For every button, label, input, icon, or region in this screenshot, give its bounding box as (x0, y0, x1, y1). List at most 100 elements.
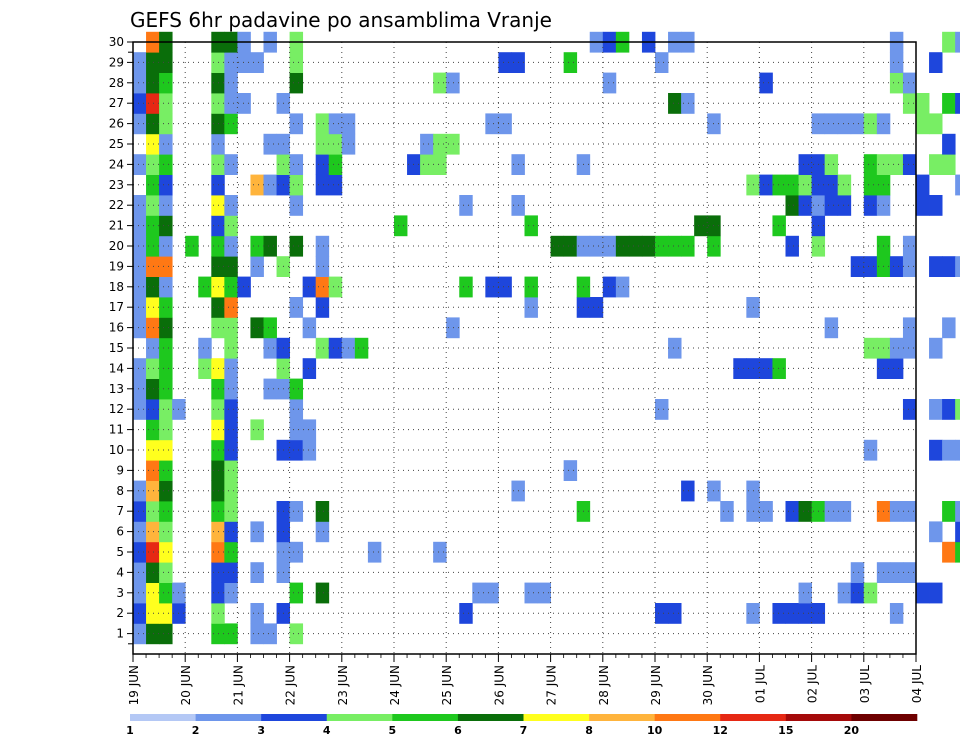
heatmap-cell (902, 317, 917, 339)
heatmap-cell (159, 623, 173, 645)
heatmap-cell (289, 378, 304, 400)
heatmap-cell (159, 358, 173, 379)
legend-label: 1 (126, 724, 134, 737)
heatmap-cell (133, 317, 147, 339)
heatmap-cell (263, 317, 277, 339)
heatmap-cell (589, 235, 604, 257)
heatmap-cell (250, 52, 264, 73)
heatmap-cell (785, 174, 799, 196)
heatmap-cell (159, 113, 173, 135)
heatmap-cell (655, 52, 669, 73)
heatmap-cell (159, 480, 173, 502)
heatmap-cell (146, 439, 160, 461)
heatmap-cell (159, 317, 173, 339)
heatmap-cell (289, 501, 304, 522)
data-cells (133, 31, 960, 645)
heatmap-cell (250, 256, 264, 277)
heatmap-cell (315, 521, 330, 543)
heatmap-cell (929, 154, 943, 175)
heatmap-cell (772, 174, 786, 196)
heatmap-cell (133, 93, 147, 114)
heatmap-cell (824, 501, 839, 522)
legend-swatch (851, 714, 918, 721)
heatmap-cell (159, 52, 173, 73)
heatmap-cell (146, 133, 160, 155)
heatmap-cell (681, 235, 695, 257)
heatmap-cell (929, 399, 943, 420)
heatmap-cell (889, 358, 904, 379)
heatmap-cell (850, 562, 865, 583)
heatmap-cell (237, 52, 251, 73)
heatmap-cell (315, 276, 330, 298)
heatmap-cell (289, 623, 304, 645)
heatmap-cell (759, 72, 773, 94)
heatmap-cell (146, 521, 160, 543)
heatmap-cell (694, 215, 708, 237)
heatmap-cell (942, 501, 956, 522)
y-tick-label: 16 (109, 321, 124, 335)
heatmap-cell (263, 174, 277, 196)
heatmap-cell (315, 235, 330, 257)
heatmap-cell (224, 562, 238, 583)
heatmap-cell (133, 541, 147, 563)
heatmap-cell (772, 358, 786, 379)
heatmap-cell (720, 501, 734, 522)
legend-label: 2 (192, 724, 200, 737)
heatmap-cell (146, 419, 160, 441)
heatmap-cell (733, 358, 747, 379)
y-tick-label: 1 (116, 627, 124, 641)
heatmap-cell (615, 276, 630, 298)
heatmap-cell (485, 113, 499, 135)
heatmap-cell (902, 154, 917, 175)
heatmap-cell (133, 521, 147, 543)
heatmap-cell (133, 378, 147, 400)
heatmap-cell (367, 541, 382, 563)
heatmap-cell (133, 623, 147, 645)
heatmap-cell (850, 113, 865, 135)
heatmap-cell (889, 562, 904, 583)
heatmap-cell (563, 235, 578, 257)
heatmap-cell (133, 276, 147, 298)
heatmap-cell (328, 174, 343, 196)
heatmap-cell (133, 501, 147, 522)
heatmap-cell (159, 521, 173, 543)
x-tick-label: 21 JUN (231, 665, 245, 705)
heatmap-cell (159, 93, 173, 114)
heatmap-cell (485, 582, 499, 604)
y-tick-label: 28 (109, 76, 124, 90)
heatmap-cell (302, 358, 317, 379)
y-tick-label: 15 (109, 341, 124, 355)
heatmap-cell (628, 235, 643, 257)
heatmap-cell (863, 337, 878, 359)
heatmap-cell (550, 235, 565, 257)
y-tick-label: 23 (109, 178, 124, 192)
legend-swatch (523, 714, 590, 721)
heatmap-cell (498, 113, 512, 135)
heatmap-cell (224, 72, 238, 94)
heatmap-cell (250, 419, 264, 441)
heatmap-cell (159, 276, 173, 298)
heatmap-cell (955, 256, 960, 277)
legend-label: 8 (585, 724, 593, 737)
heatmap-cell (902, 235, 917, 257)
heatmap-cell (328, 154, 343, 175)
heatmap-cell (250, 521, 264, 543)
heatmap-cell (785, 235, 799, 257)
heatmap-cell (615, 235, 630, 257)
heatmap-cell (942, 317, 956, 339)
heatmap-cell (250, 603, 264, 624)
heatmap-cell (955, 501, 960, 522)
heatmap-cell (146, 113, 160, 135)
heatmap-cell (772, 603, 786, 624)
heatmap-cell (668, 603, 682, 624)
heatmap-cell (929, 256, 943, 277)
y-tick-label: 30 (109, 35, 124, 49)
heatmap-cell (798, 603, 812, 624)
heatmap-cell (133, 154, 147, 175)
heatmap-cell (798, 501, 812, 522)
heatmap-cell (302, 276, 317, 298)
heatmap-cell (146, 623, 160, 645)
heatmap-cell (459, 195, 473, 216)
heatmap-cell (524, 276, 538, 298)
y-tick-label: 19 (109, 259, 124, 273)
